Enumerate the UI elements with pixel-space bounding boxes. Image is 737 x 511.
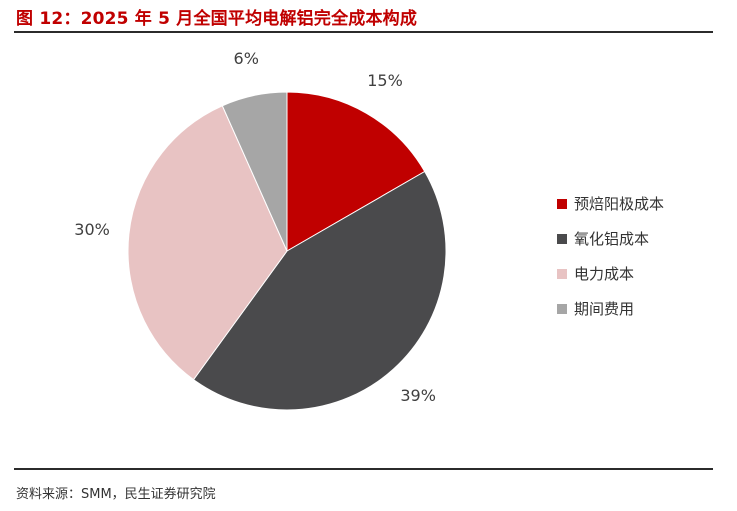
pie-data-label-2: 39% bbox=[400, 386, 436, 405]
pie-data-label-1: 15% bbox=[367, 71, 403, 90]
pie-data-label-3: 30% bbox=[74, 220, 110, 239]
pie-slice-2 bbox=[192, 170, 447, 411]
legend-item-2: 氧化铝成本 bbox=[557, 221, 664, 256]
legend-swatch-4 bbox=[557, 303, 567, 314]
legend-item-3: 电力成本 bbox=[557, 256, 664, 291]
legend-label-2: 氧化铝成本 bbox=[574, 230, 650, 248]
title-rule bbox=[14, 31, 713, 33]
legend-swatch-1 bbox=[557, 198, 567, 209]
legend-item-4: 期间费用 bbox=[557, 291, 664, 326]
pie-slice-4 bbox=[221, 91, 288, 252]
chart-legend: 预焙阳极成本 氧化铝成本电力成本期间费用 bbox=[557, 186, 664, 326]
legend-swatch-3 bbox=[557, 268, 567, 279]
pie-data-label-4: 6% bbox=[234, 49, 259, 68]
legend-label-4: 期间费用 bbox=[574, 300, 635, 318]
legend-swatch-2 bbox=[557, 233, 567, 244]
source-note: 资料来源：SMM，民生证券研究院 bbox=[16, 487, 216, 502]
figure-title: 图 12：2025 年 5 月全国平均电解铝完全成本构成 bbox=[16, 9, 418, 29]
source-rule bbox=[14, 468, 713, 470]
legend-label-3: 电力成本 bbox=[574, 265, 635, 283]
pie-slice-3 bbox=[127, 105, 288, 381]
legend-item-1: 预焙阳极成本 bbox=[557, 186, 664, 221]
pie-slice-1 bbox=[286, 91, 426, 252]
legend-label-1: 预焙阳极成本 bbox=[574, 195, 665, 213]
